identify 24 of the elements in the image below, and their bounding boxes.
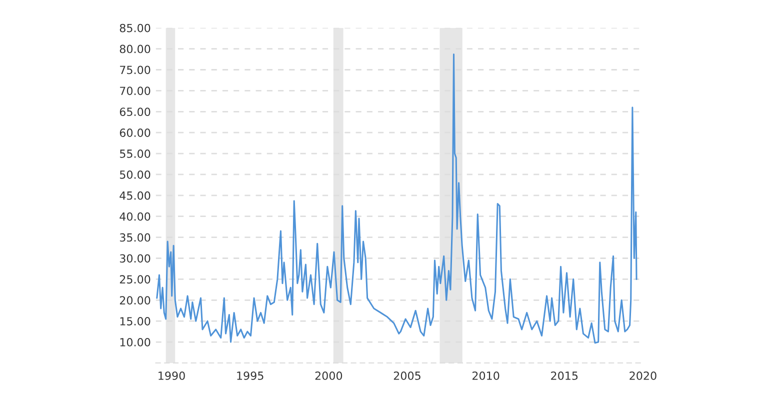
y-tick-label: 65.00 — [120, 108, 150, 116]
y-tick-label: 25.00 — [120, 275, 150, 284]
x-tick-label: 1995 — [237, 372, 264, 380]
y-tick-label: 85.00 — [120, 24, 150, 32]
y-tick-label: 55.00 — [120, 150, 150, 158]
y-tick-label: 10.00 — [120, 338, 150, 346]
x-tick-label: 2020 — [630, 372, 656, 380]
x-tick-label: 2005 — [394, 372, 420, 380]
y-tick-label: 40.00 — [120, 212, 150, 221]
y-tick-label: 70.00 — [120, 86, 150, 96]
y-tick-label: 50.00 — [120, 170, 150, 179]
y-tick-label: 75.00 — [120, 66, 150, 74]
y-tick-label: 35.00 — [120, 233, 150, 242]
x-tick-label: 1990 — [158, 372, 185, 380]
y-tick-label: 45.00 — [120, 191, 150, 200]
y-tick-label: 30.00 — [120, 254, 150, 263]
y-tick-label: 20.00 — [120, 296, 150, 305]
line-series — [156, 53, 638, 344]
y-tick-label: 80.00 — [120, 44, 150, 54]
y-tick-label: 60.00 — [120, 128, 150, 137]
y-tick-label: 15.00 — [120, 317, 150, 326]
x-tick-label: 2010 — [472, 372, 500, 380]
x-tick-label: 2000 — [315, 372, 342, 380]
x-tick-label: 2015 — [551, 372, 578, 380]
